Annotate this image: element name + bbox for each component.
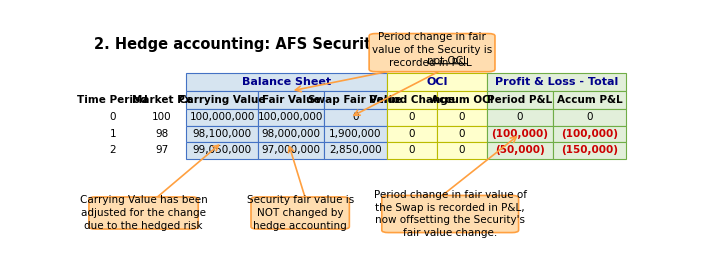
FancyBboxPatch shape	[89, 197, 199, 229]
FancyBboxPatch shape	[89, 126, 137, 142]
Text: Time Period: Time Period	[77, 95, 148, 105]
Text: OCI: OCI	[426, 77, 448, 87]
Text: Profit & Loss - Total: Profit & Loss - Total	[495, 77, 618, 87]
FancyBboxPatch shape	[89, 109, 137, 126]
FancyBboxPatch shape	[487, 126, 553, 142]
FancyBboxPatch shape	[258, 142, 324, 159]
FancyBboxPatch shape	[186, 91, 258, 109]
Text: 0: 0	[110, 112, 116, 122]
FancyBboxPatch shape	[137, 91, 186, 109]
FancyBboxPatch shape	[437, 91, 487, 109]
Text: Accum OCI: Accum OCI	[430, 95, 493, 105]
Text: Accum P&L: Accum P&L	[557, 95, 623, 105]
FancyBboxPatch shape	[387, 73, 487, 91]
Text: Swap Fair Value: Swap Fair Value	[308, 95, 403, 105]
Text: 0: 0	[517, 112, 523, 122]
Text: 98,100,000: 98,100,000	[193, 129, 252, 139]
Text: (50,000): (50,000)	[495, 145, 545, 155]
FancyBboxPatch shape	[487, 142, 553, 159]
Text: 2,850,000: 2,850,000	[329, 145, 381, 155]
FancyBboxPatch shape	[387, 109, 437, 126]
Text: 0: 0	[459, 129, 465, 139]
Text: 99,050,000: 99,050,000	[193, 145, 252, 155]
Text: 100: 100	[152, 112, 172, 122]
FancyBboxPatch shape	[487, 109, 553, 126]
Text: 100,000,000: 100,000,000	[189, 112, 255, 122]
Text: Security fair value is
NOT changed by
hedge accounting: Security fair value is NOT changed by he…	[247, 195, 354, 231]
FancyBboxPatch shape	[437, 126, 487, 142]
Text: 0: 0	[352, 112, 359, 122]
Text: 2. Hedge accounting: AFS Security + IR Swap: 2. Hedge accounting: AFS Security + IR S…	[94, 37, 469, 52]
Text: 1: 1	[109, 129, 116, 139]
FancyBboxPatch shape	[258, 91, 324, 109]
FancyBboxPatch shape	[186, 142, 258, 159]
FancyBboxPatch shape	[387, 126, 437, 142]
Text: Period P&L: Period P&L	[487, 95, 552, 105]
FancyBboxPatch shape	[324, 109, 387, 126]
FancyBboxPatch shape	[89, 142, 137, 159]
FancyBboxPatch shape	[258, 126, 324, 142]
FancyBboxPatch shape	[381, 195, 518, 233]
Text: (150,000): (150,000)	[561, 145, 618, 155]
Text: Market Px: Market Px	[132, 95, 191, 105]
FancyBboxPatch shape	[487, 73, 626, 91]
Text: 0: 0	[409, 145, 415, 155]
FancyBboxPatch shape	[553, 91, 626, 109]
Text: not OCI: not OCI	[428, 56, 467, 66]
FancyBboxPatch shape	[89, 91, 137, 109]
FancyBboxPatch shape	[186, 126, 258, 142]
FancyBboxPatch shape	[186, 73, 387, 91]
Text: 0: 0	[586, 112, 593, 122]
FancyBboxPatch shape	[137, 109, 186, 126]
Text: Period Change: Period Change	[369, 95, 455, 105]
Text: Balance Sheet: Balance Sheet	[242, 77, 331, 87]
FancyBboxPatch shape	[137, 142, 186, 159]
FancyBboxPatch shape	[251, 197, 350, 229]
FancyBboxPatch shape	[487, 91, 553, 109]
FancyBboxPatch shape	[324, 126, 387, 142]
FancyBboxPatch shape	[186, 109, 258, 126]
Text: 0: 0	[409, 129, 415, 139]
FancyBboxPatch shape	[553, 126, 626, 142]
FancyBboxPatch shape	[258, 109, 324, 126]
Text: (100,000): (100,000)	[561, 129, 618, 139]
FancyBboxPatch shape	[437, 109, 487, 126]
FancyBboxPatch shape	[553, 109, 626, 126]
Text: Carrying Value has been
adjusted for the change
due to the hedged risk: Carrying Value has been adjusted for the…	[79, 195, 208, 231]
FancyBboxPatch shape	[369, 34, 495, 72]
FancyBboxPatch shape	[324, 91, 387, 109]
Text: Carrying Value: Carrying Value	[179, 95, 265, 105]
Text: 0: 0	[409, 112, 415, 122]
Text: 100,000,000: 100,000,000	[258, 112, 323, 122]
Text: 98,000,000: 98,000,000	[262, 129, 320, 139]
Text: Period change in fair value of
the Swap is recorded in P&L,
now offsetting the S: Period change in fair value of the Swap …	[374, 190, 527, 238]
FancyBboxPatch shape	[387, 91, 437, 109]
FancyBboxPatch shape	[324, 142, 387, 159]
Text: 2: 2	[109, 145, 116, 155]
Text: 0: 0	[459, 145, 465, 155]
FancyBboxPatch shape	[437, 142, 487, 159]
Text: 98: 98	[155, 129, 168, 139]
Text: Fair Value: Fair Value	[262, 95, 320, 105]
FancyBboxPatch shape	[137, 126, 186, 142]
FancyBboxPatch shape	[553, 142, 626, 159]
Text: Period change in fair
value of the Security is
recorded in P&L: Period change in fair value of the Secur…	[372, 32, 492, 68]
Text: (100,000): (100,000)	[491, 129, 549, 139]
FancyBboxPatch shape	[387, 142, 437, 159]
Text: 0: 0	[459, 112, 465, 122]
Text: 97,000,000: 97,000,000	[262, 145, 320, 155]
Text: 97: 97	[155, 145, 168, 155]
Text: 1,900,000: 1,900,000	[329, 129, 381, 139]
